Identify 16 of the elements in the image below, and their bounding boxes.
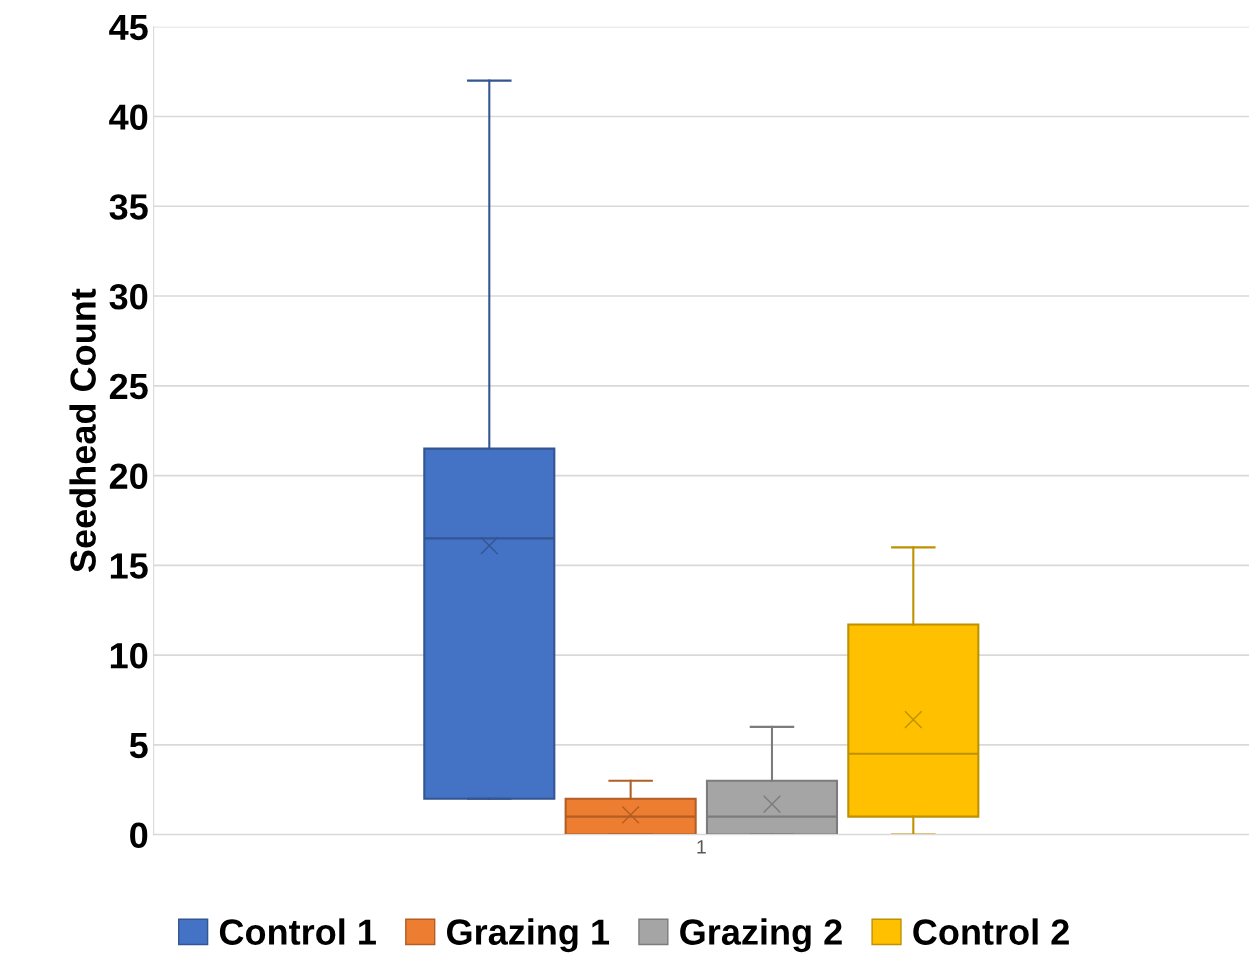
legend-label: Grazing 1 bbox=[447, 918, 610, 953]
y-tick-label: 0 bbox=[130, 822, 148, 849]
y-tick-label: 25 bbox=[109, 373, 148, 400]
y-axis-title: Seedhead Count bbox=[69, 288, 96, 573]
y-tick-label: 40 bbox=[109, 104, 148, 130]
x-tick-label: 1 bbox=[697, 840, 706, 854]
legend-label: Control 1 bbox=[219, 918, 376, 945]
y-tick-label: 20 bbox=[109, 463, 148, 489]
y-tick-label: 10 bbox=[110, 642, 148, 669]
legend-label: Control 2 bbox=[913, 918, 1069, 945]
y-tick-label: 35 bbox=[109, 194, 148, 220]
y-tick-label: 5 bbox=[129, 733, 148, 759]
y-tick-label: 30 bbox=[109, 283, 148, 310]
legend-label: Grazing 2 bbox=[680, 918, 842, 953]
y-tick-label: 15 bbox=[110, 553, 148, 579]
y-tick-label: 45 bbox=[109, 15, 148, 41]
